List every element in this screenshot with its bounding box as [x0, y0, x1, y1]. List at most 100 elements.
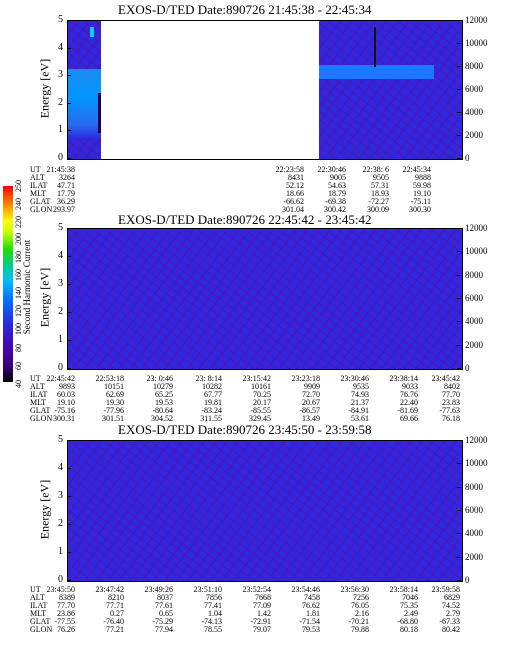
panel-3-ytick-right-mark — [457, 510, 461, 511]
panel-1-table-cell: 52.12 — [286, 181, 304, 190]
panel-1-table-cell: 9505 — [373, 173, 389, 182]
panel-2-table-cell: 23: 0:46 — [146, 374, 173, 383]
panel-3-ytick-right-mark — [457, 463, 461, 465]
panel-2-table-cell: 22:45:42 — [46, 374, 75, 383]
panel-3-ytick: 5 — [58, 434, 63, 445]
panel-2-ytick-right: 0 — [465, 363, 470, 373]
panel-2-table-cell: 69.66 — [400, 414, 418, 423]
panel-2-table-cell: 23:38:14 — [389, 374, 418, 383]
panel-2-table-cell: 9535 — [353, 382, 369, 391]
panel-3-table-cell: 1.42 — [257, 609, 271, 618]
panel-3-table-cell: 8210 — [108, 593, 124, 602]
panel-3-table-cell: 0.65 — [159, 609, 173, 618]
panel-3-table-cell: 76.62 — [302, 601, 320, 610]
panel-2-ytick-mark — [67, 368, 71, 369]
panel-1-ytick-right-mark — [457, 43, 461, 44]
panel-2-table-cell: 76.18 — [442, 414, 460, 423]
panel-3-table-cell: 23:52:54 — [242, 585, 271, 594]
panel-3-table-cell: 7668 — [255, 593, 271, 602]
panel-3-table-cell: 7458 — [304, 593, 320, 602]
panel-3-row-label: UT — [30, 585, 41, 594]
panel-2-table-cell: 9033 — [402, 382, 418, 391]
panel-3-table-cell: 8037 — [157, 593, 173, 602]
panel-2-table-cell: -84.91 — [348, 406, 369, 415]
panel-3-ytick-right: 2000 — [465, 551, 483, 562]
panel-2-ytick-right: 4000 — [465, 316, 483, 327]
panel-2-ytick-right: 6000 — [465, 293, 483, 303]
panel-1-row-label: UT — [30, 165, 41, 174]
panel-2-ylabel: Energy [eV] — [37, 267, 52, 328]
panel-3-ytick-right-mark — [457, 556, 461, 558]
panel-1-table-cell: 18.66 — [286, 189, 304, 198]
panel-1-table-cell: 18.79 — [328, 189, 346, 198]
panel-3-table-cell: 23:56:30 — [340, 585, 369, 594]
panel-2-table-cell: 329.45 — [249, 414, 271, 423]
panel-1-row-label: ILAT — [30, 181, 48, 190]
panel-2-table-cell: 23:45:42 — [431, 374, 460, 383]
panel-1-ytick: 3 — [58, 69, 63, 81]
panel-2-table-cell: 13.49 — [302, 414, 320, 423]
panel-2-table-cell: -75.16 — [54, 406, 75, 415]
panel-3-ytick: 1 — [58, 546, 63, 557]
panel-3-table-cell: 23:51:10 — [193, 585, 222, 594]
panel-1-table-cell: 54.63 — [328, 181, 346, 190]
panel-2-table-cell: -80.64 — [152, 406, 173, 415]
panel-1-table-cell: 301.04 — [282, 205, 304, 214]
panel-2-ytick-right: 12000 — [465, 223, 488, 233]
panel-3-table-cell: 2.79 — [446, 609, 460, 618]
panel-1-table-cell: 19.10 — [413, 189, 431, 198]
panel-3-ytick: 0 — [58, 574, 63, 585]
panel-2-ytick-right-mark — [457, 298, 461, 299]
panel-3-ytick-right: 12000 — [465, 435, 488, 445]
panel-1-table-cell: 3264 — [59, 173, 75, 182]
panel-1-ylabel: Energy [eV] — [37, 58, 52, 119]
panel-2-table-cell: 20.17 — [253, 398, 271, 407]
panel-2-table-cell: 77.70 — [442, 390, 460, 399]
panel-1-row-label: GLON — [30, 205, 53, 214]
panel-3-row-label: ALT — [30, 593, 45, 602]
panel-3-ytick-right: 10000 — [465, 458, 488, 469]
panel-2-table-cell: -77.63 — [439, 406, 460, 415]
panel-2-ytick-right-mark — [457, 344, 461, 346]
panel-3-table-cell: -72.91 — [250, 617, 271, 626]
panel-3-table-cell: -71.54 — [299, 617, 320, 626]
panel-1-ytick: 5 — [58, 14, 63, 25]
panel-2-table-cell: 62.69 — [106, 390, 124, 399]
panel-2-title: EXOS-D/TED Date:890726 22:45:42 - 23:45:… — [118, 212, 372, 227]
panel-3-ytick: 2 — [58, 518, 63, 529]
panel-3-table-cell: 80.42 — [442, 625, 460, 634]
panel-3-row-label: GLON — [30, 625, 53, 634]
panel-3-table-cell: 74.52 — [442, 601, 460, 610]
panel-2-table-cell: 304.52 — [151, 414, 173, 423]
panel-1-table-cell: -72.27 — [368, 197, 389, 206]
panel-2-ytick-mark — [67, 312, 71, 313]
panel-2-table-cell: 22:53:18 — [95, 374, 124, 383]
panel-3-table-cell: 0.27 — [110, 609, 124, 618]
panel-3-table-cell: 77.70 — [57, 601, 75, 610]
panel-1-table-cell: -75.11 — [410, 197, 431, 206]
panel-2-table-cell: 22.40 — [400, 398, 418, 407]
panel-1-table-cell: 22:23:58 — [275, 165, 304, 174]
panel-2-row-label: MLT — [30, 398, 47, 407]
panel-3-ytick-right: 8000 — [465, 481, 483, 492]
panel-3-table-cell: 75.35 — [400, 601, 418, 610]
panel-3-table-cell: 78.55 — [204, 625, 222, 634]
panel-3-table-cell: -74.13 — [201, 617, 222, 626]
panel-3-ytick: 4 — [58, 462, 63, 473]
panel-2-ytick-right-mark — [457, 251, 461, 253]
panel-3-table-cell: 8389 — [59, 593, 75, 602]
panel-3-table-cell: 2.16 — [355, 609, 369, 618]
panel-2-ytick-right-mark — [457, 274, 461, 276]
panel-2-ytick-mark — [67, 256, 71, 257]
panel-3-table-cell: -67.33 — [439, 617, 460, 626]
panel-3-ytick: 3 — [58, 490, 63, 501]
panel-2-ytick: 5 — [58, 222, 63, 233]
panel-3-ytick-mark — [67, 496, 71, 497]
panel-2-ytick-right-mark — [457, 368, 461, 369]
panel-2-ytick-right-mark — [457, 321, 461, 323]
panel-1-table-cell: 300.30 — [409, 205, 431, 214]
panel-1-ytick-mark — [67, 20, 71, 21]
panel-2-table-cell: 21.37 — [351, 398, 369, 407]
panel-1-ytick-right-mark — [457, 135, 461, 136]
panel-3-table-cell: -68.80 — [397, 617, 418, 626]
